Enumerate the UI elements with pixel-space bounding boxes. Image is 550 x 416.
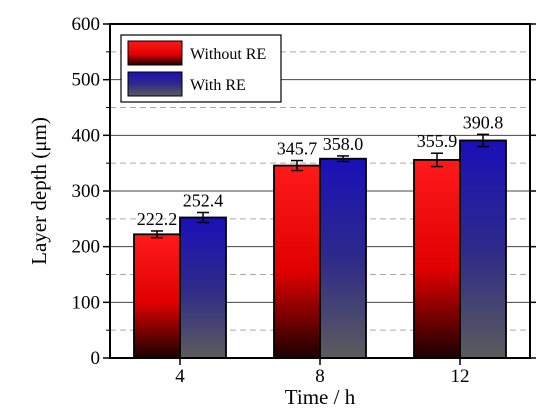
x-axis-title: Time / h [285,385,356,409]
bar-without-re-4 [133,233,181,359]
legend-swatch-without-re [127,40,183,66]
data-label: 345.7 [277,139,318,159]
y-tick-label: 500 [72,70,101,91]
y-tick-label: 0 [91,348,101,369]
y-tick-label: 600 [72,14,101,35]
legend: Without RE With RE [120,34,282,103]
y-tick-label: 100 [72,292,101,313]
bar-with-re-8 [319,157,367,359]
y-axis-title: Layer depth (μm) [27,117,51,265]
x-tick-label: 8 [315,366,325,387]
data-label: 358.0 [323,134,364,154]
y-tick-labels: 0 100 200 300 400 500 600 [72,14,101,369]
bars-group [133,139,507,359]
bar-with-re-12 [459,139,507,359]
y-tick-label: 300 [72,181,101,202]
error-bars-group [151,133,489,239]
bar-without-re-8 [273,164,321,359]
x-tick-label: 12 [451,366,470,387]
data-label: 222.2 [137,209,178,229]
data-label: 252.4 [183,190,224,210]
x-tick-labels: 4 8 12 [175,366,469,387]
y-tick-label: 400 [72,125,101,146]
data-label: 390.8 [463,112,504,132]
legend-swatch-with-re [127,71,183,97]
axis-ticks [103,23,536,365]
legend-label-with-re: With RE [190,77,246,94]
data-label: 355.9 [417,131,458,151]
legend-label-without-re: Without RE [190,46,266,63]
bar-with-re-4 [179,216,227,359]
bar-without-re-12 [413,158,461,359]
x-tick-label: 4 [175,366,185,387]
y-tick-label: 200 [72,237,101,258]
